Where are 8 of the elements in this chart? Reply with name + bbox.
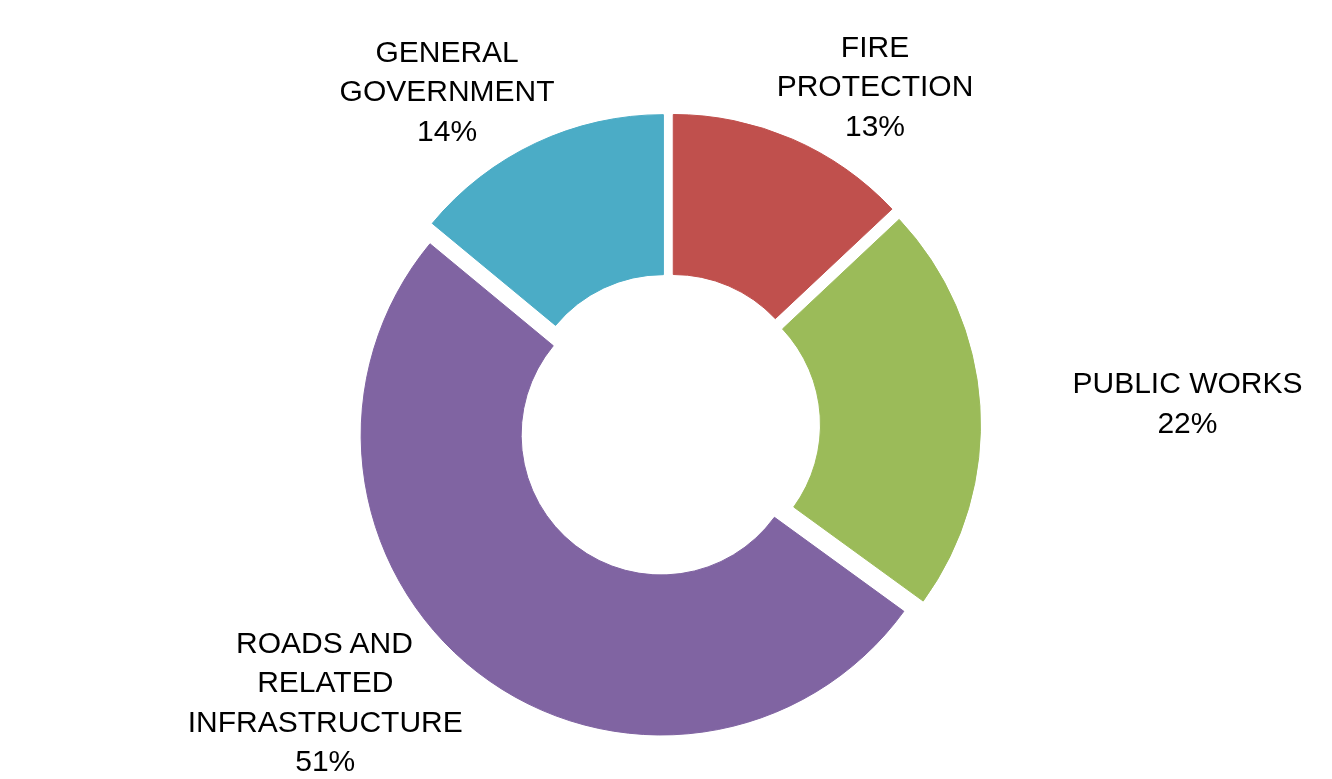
data-label: 13% [844, 109, 906, 143]
data-label: 51% [295, 744, 356, 778]
data-label: 14% [417, 113, 478, 147]
slice-label: PUBLIC WORKS [1072, 365, 1303, 399]
slice-label: FIRE PROTECTION [776, 29, 974, 103]
data-label: 22% [1157, 405, 1218, 439]
slice-label: GENERAL GOVERNMENT [339, 34, 555, 108]
slice-label: ROADS AND RELATED INFRASTRUCTURE [187, 625, 463, 738]
